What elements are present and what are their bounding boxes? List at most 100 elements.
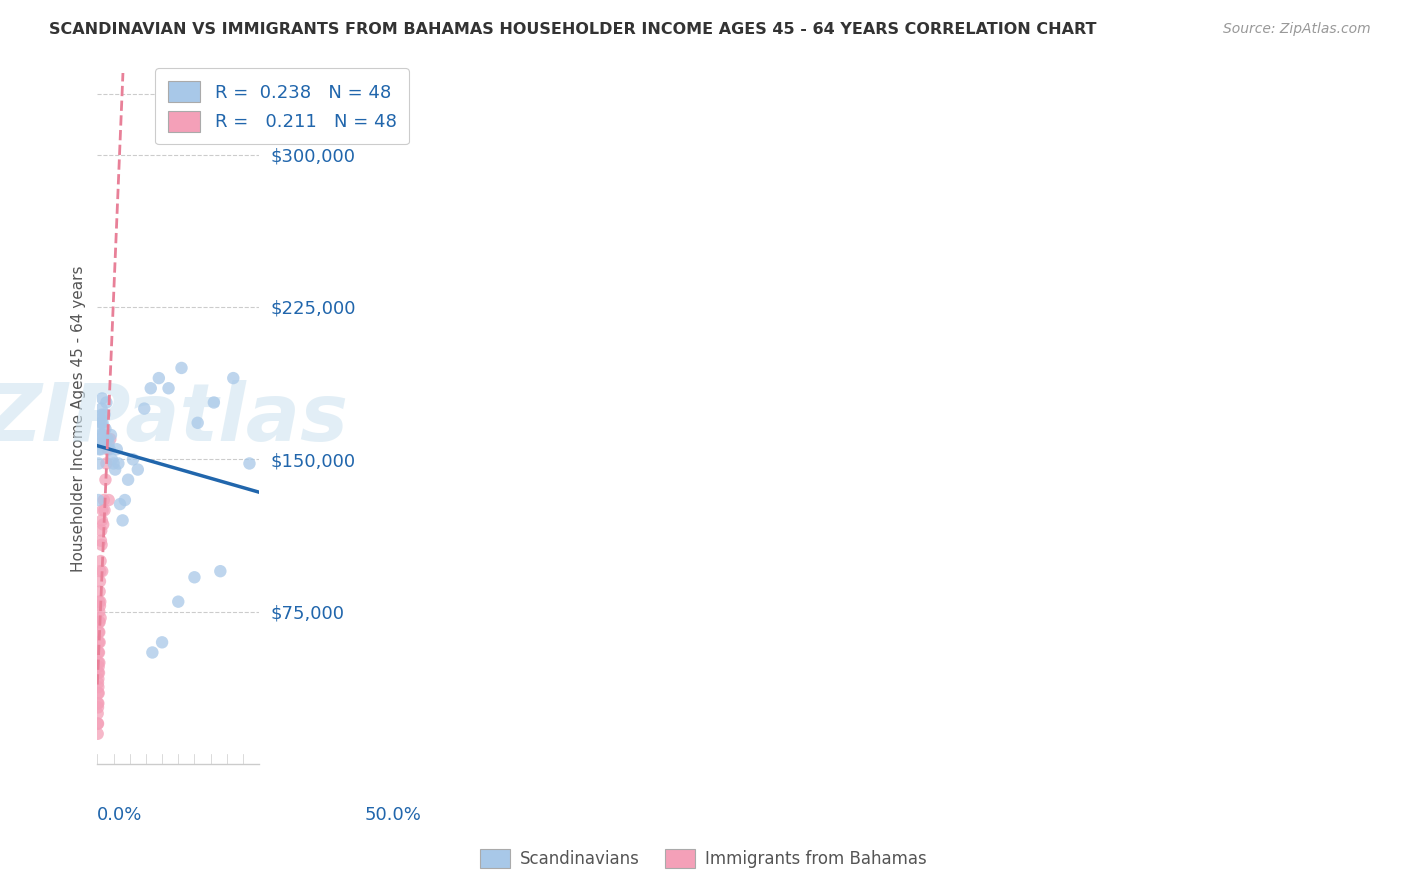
Point [89, 574, 111, 589]
Point [170, 360, 193, 375]
Point [87, 672, 110, 686]
Point [89, 605, 111, 619]
Point [87, 700, 110, 714]
Point [87, 665, 110, 680]
Point [90, 401, 112, 416]
Point [91, 428, 114, 442]
Text: Source: ZipAtlas.com: Source: ZipAtlas.com [1223, 22, 1371, 37]
Point [104, 462, 127, 476]
Text: SCANDINAVIAN VS IMMIGRANTS FROM BAHAMAS HOUSEHOLDER INCOME AGES 45 - 64 YEARS CO: SCANDINAVIAN VS IMMIGRANTS FROM BAHAMAS … [49, 22, 1097, 37]
Point [87, 615, 110, 629]
Point [87, 645, 110, 659]
Point [122, 452, 145, 467]
Point [183, 570, 205, 584]
Point [90, 442, 112, 457]
Point [97, 436, 120, 450]
Point [89, 656, 111, 670]
Point [90, 416, 112, 430]
Point [93, 493, 115, 508]
Point [89, 615, 111, 629]
Point [89, 584, 111, 599]
Point [90, 611, 112, 625]
Point [89, 422, 111, 436]
Point [86, 696, 108, 710]
Point [86, 716, 108, 731]
Point [101, 452, 124, 467]
Point [87, 595, 110, 609]
Point [93, 408, 115, 422]
Point [87, 686, 110, 700]
Point [89, 432, 111, 446]
Point [97, 432, 120, 446]
Point [96, 395, 118, 409]
Point [89, 436, 111, 450]
Point [87, 659, 110, 673]
Point [238, 457, 260, 471]
Point [134, 401, 156, 416]
Point [86, 706, 108, 721]
Point [87, 493, 110, 508]
Point [114, 493, 136, 508]
Point [90, 411, 112, 425]
Point [87, 676, 110, 690]
Point [167, 595, 190, 609]
Point [90, 408, 112, 422]
Point [87, 716, 110, 731]
Point [103, 457, 125, 471]
Point [91, 416, 114, 430]
Point [148, 371, 170, 385]
Point [94, 473, 117, 487]
Point [90, 533, 112, 548]
Point [87, 696, 110, 710]
Point [139, 381, 162, 395]
Point [89, 595, 111, 609]
Point [96, 457, 118, 471]
Point [187, 416, 209, 430]
Point [202, 395, 225, 409]
Point [91, 392, 114, 406]
Point [91, 503, 114, 517]
Point [90, 554, 112, 568]
Point [100, 428, 122, 442]
Point [98, 442, 121, 457]
Point [87, 625, 110, 640]
Point [90, 513, 112, 527]
Point [94, 422, 117, 436]
Point [141, 645, 163, 659]
Text: 50.0%: 50.0% [364, 805, 420, 823]
Point [107, 457, 129, 471]
Point [89, 625, 111, 640]
Point [90, 538, 112, 552]
Point [111, 513, 134, 527]
Point [87, 635, 110, 649]
Point [90, 524, 112, 538]
Point [89, 635, 111, 649]
Point [87, 442, 110, 457]
Point [89, 428, 111, 442]
Point [87, 665, 110, 680]
Point [150, 635, 173, 649]
Point [98, 432, 121, 446]
Point [86, 727, 108, 741]
Point [97, 442, 120, 457]
Point [93, 436, 115, 450]
Point [93, 503, 115, 517]
Point [91, 564, 114, 578]
Point [87, 656, 110, 670]
Point [87, 645, 110, 659]
Point [209, 564, 232, 578]
Point [117, 473, 139, 487]
Y-axis label: Householder Income Ages 45 - 64 years: Householder Income Ages 45 - 64 years [72, 266, 86, 572]
Legend: R =  0.238   N = 48, R =   0.211   N = 48: R = 0.238 N = 48, R = 0.211 N = 48 [155, 69, 409, 145]
Point [105, 442, 128, 457]
Point [91, 517, 114, 532]
Point [89, 564, 111, 578]
Point [87, 457, 110, 471]
Legend: Scandinavians, Immigrants from Bahamas: Scandinavians, Immigrants from Bahamas [472, 842, 934, 875]
Text: ZIPatlas: ZIPatlas [0, 380, 347, 458]
Point [89, 599, 111, 613]
Point [108, 497, 131, 511]
Point [157, 381, 180, 395]
Point [87, 686, 110, 700]
Point [222, 371, 245, 385]
